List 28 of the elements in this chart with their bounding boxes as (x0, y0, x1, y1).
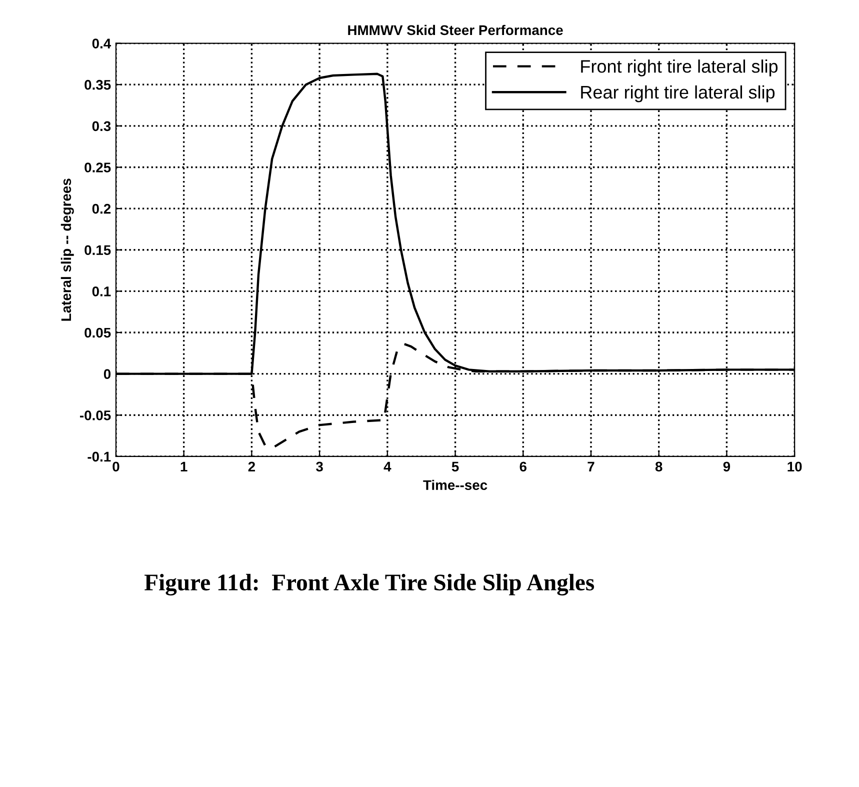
x-tick-label: 4 (384, 462, 392, 472)
x-tick-label: 3 (316, 462, 323, 472)
y-tick-label: 0.25 (84, 162, 111, 172)
y-tick-label: 0.2 (92, 204, 111, 214)
y-tick-label: 0 (104, 369, 111, 379)
legend-label: Rear right tire lateral slip (581, 85, 775, 102)
y-tick-label: -0.05 (80, 410, 111, 420)
chart-title: HMMWV Skid Steer Performance (348, 24, 563, 36)
legend-label: Front right tire lateral slip (581, 60, 778, 76)
y-tick-label: 0.05 (84, 328, 111, 338)
y-tick-label: 0.3 (92, 121, 111, 132)
x-tick-label: 6 (520, 462, 526, 472)
x-axis-title: Time--sec (423, 480, 488, 490)
y-tick-label: 0.35 (84, 80, 111, 90)
x-tick-label: 1 (180, 462, 188, 472)
x-tick-label: 9 (723, 462, 730, 472)
y-tick-label: -0.1 (88, 452, 111, 462)
x-tick-label: 0 (112, 462, 120, 472)
x-tick-label: 10 (788, 462, 802, 472)
x-tick-label: 5 (452, 462, 459, 472)
x-tick-label: 7 (588, 462, 594, 472)
caption: Figure 11d: Front Axle Tire Side Slip Angles (144, 574, 594, 596)
y-tick-label: 0.4 (92, 38, 112, 48)
y-tick-label: 0.1 (92, 286, 111, 296)
y-tick-label: 0.15 (84, 245, 111, 256)
x-tick-label: 2 (248, 462, 255, 472)
x-tick-label: 8 (655, 462, 662, 472)
y-axis-title: Lateral slip -- degrees (60, 178, 74, 321)
